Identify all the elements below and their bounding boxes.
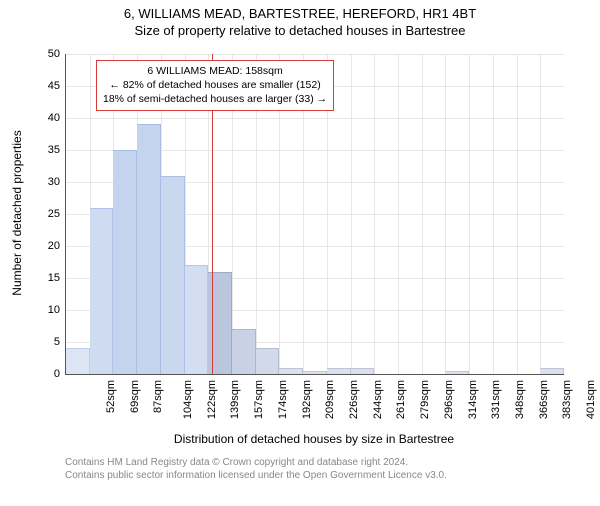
page-title: 6, WILLIAMS MEAD, BARTESTREE, HEREFORD, … bbox=[0, 6, 600, 21]
gridline-v bbox=[422, 54, 423, 374]
x-tick-label: 226sqm bbox=[348, 380, 360, 419]
histogram-bar bbox=[185, 265, 209, 374]
gridline-v bbox=[374, 54, 375, 374]
annotation-line: 18% of semi-detached houses are larger (… bbox=[103, 92, 327, 106]
x-tick-label: 52sqm bbox=[105, 380, 117, 413]
x-tick-label: 331sqm bbox=[490, 380, 502, 419]
footer-line: Contains public sector information licen… bbox=[65, 469, 447, 482]
histogram-bar bbox=[161, 176, 185, 374]
annotation-line: 6 WILLIAMS MEAD: 158sqm bbox=[103, 64, 327, 78]
x-tick-label: 279sqm bbox=[419, 380, 431, 419]
x-tick-label: 157sqm bbox=[253, 380, 265, 419]
x-tick-label: 383sqm bbox=[562, 380, 574, 419]
histogram-bar bbox=[279, 368, 303, 374]
gridline-h bbox=[66, 118, 564, 119]
histogram-bar bbox=[113, 150, 137, 374]
y-tick-label: 15 bbox=[48, 272, 60, 284]
histogram-bar bbox=[445, 371, 469, 374]
x-tick-label: 122sqm bbox=[206, 380, 218, 419]
x-tick-label: 401sqm bbox=[585, 380, 597, 419]
y-tick-label: 40 bbox=[48, 112, 60, 124]
gridline-v bbox=[517, 54, 518, 374]
histogram-bar bbox=[540, 368, 564, 374]
y-tick-label: 45 bbox=[48, 80, 60, 92]
x-tick-label: 261sqm bbox=[396, 380, 408, 419]
histogram-bar bbox=[137, 124, 161, 374]
footer-attribution: Contains HM Land Registry data © Crown c… bbox=[65, 456, 447, 482]
histogram-bar bbox=[232, 329, 256, 374]
x-tick-label: 366sqm bbox=[538, 380, 550, 419]
histogram-bar bbox=[66, 348, 90, 374]
histogram-bar bbox=[303, 371, 327, 374]
histogram-plot: 0510152025303540455052sqm69sqm87sqm104sq… bbox=[65, 54, 564, 375]
histogram-bar bbox=[327, 368, 351, 374]
footer-line: Contains HM Land Registry data © Crown c… bbox=[65, 456, 447, 469]
gridline-v bbox=[469, 54, 470, 374]
y-tick-label: 35 bbox=[48, 144, 60, 156]
x-tick-label: 139sqm bbox=[230, 380, 242, 419]
gridline-v bbox=[351, 54, 352, 374]
histogram-bar bbox=[256, 348, 280, 374]
histogram-bar bbox=[351, 368, 375, 374]
page-subtitle: Size of property relative to detached ho… bbox=[0, 23, 600, 38]
y-tick-label: 50 bbox=[48, 48, 60, 60]
y-tick-label: 30 bbox=[48, 176, 60, 188]
x-tick-label: 314sqm bbox=[467, 380, 479, 419]
x-tick-label: 296sqm bbox=[443, 380, 455, 419]
annotation-box: 6 WILLIAMS MEAD: 158sqm← 82% of detached… bbox=[96, 60, 334, 111]
gridline-v bbox=[445, 54, 446, 374]
x-tick-label: 192sqm bbox=[301, 380, 313, 419]
y-axis-label: Number of detached properties bbox=[10, 113, 24, 313]
gridline-v bbox=[540, 54, 541, 374]
gridline-h bbox=[66, 54, 564, 55]
x-tick-label: 244sqm bbox=[372, 380, 384, 419]
x-axis-label: Distribution of detached houses by size … bbox=[65, 432, 563, 446]
gridline-v bbox=[493, 54, 494, 374]
y-tick-label: 0 bbox=[54, 368, 60, 380]
x-tick-label: 87sqm bbox=[152, 380, 164, 413]
y-tick-label: 5 bbox=[54, 336, 60, 348]
gridline-v bbox=[398, 54, 399, 374]
annotation-line: ← 82% of detached houses are smaller (15… bbox=[103, 78, 327, 92]
x-tick-label: 69sqm bbox=[129, 380, 141, 413]
x-tick-label: 104sqm bbox=[182, 380, 194, 419]
y-tick-label: 25 bbox=[48, 208, 60, 220]
x-tick-label: 209sqm bbox=[324, 380, 336, 419]
y-tick-label: 20 bbox=[48, 240, 60, 252]
x-tick-label: 174sqm bbox=[277, 380, 289, 419]
y-tick-label: 10 bbox=[48, 304, 60, 316]
histogram-bar bbox=[90, 208, 114, 374]
x-tick-label: 348sqm bbox=[514, 380, 526, 419]
